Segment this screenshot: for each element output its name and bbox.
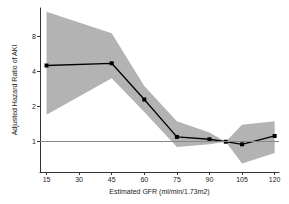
svg-text:45: 45 [108,176,116,183]
svg-text:105: 105 [236,176,248,183]
svg-text:1: 1 [32,138,36,145]
svg-text:30: 30 [75,176,83,183]
svg-text:60: 60 [140,176,148,183]
svg-text:75: 75 [173,176,181,183]
svg-text:4: 4 [32,68,36,75]
svg-text:90: 90 [206,176,214,183]
svg-text:Estimated GFR (ml/min/1.73m2): Estimated GFR (ml/min/1.73m2) [109,188,209,196]
svg-text:8: 8 [32,33,36,40]
svg-text:15: 15 [43,176,51,183]
svg-text:2: 2 [32,103,36,110]
svg-text:Adjusted Hazard Ratio of AKI: Adjusted Hazard Ratio of AKI [11,45,19,136]
svg-text:120: 120 [269,176,281,183]
